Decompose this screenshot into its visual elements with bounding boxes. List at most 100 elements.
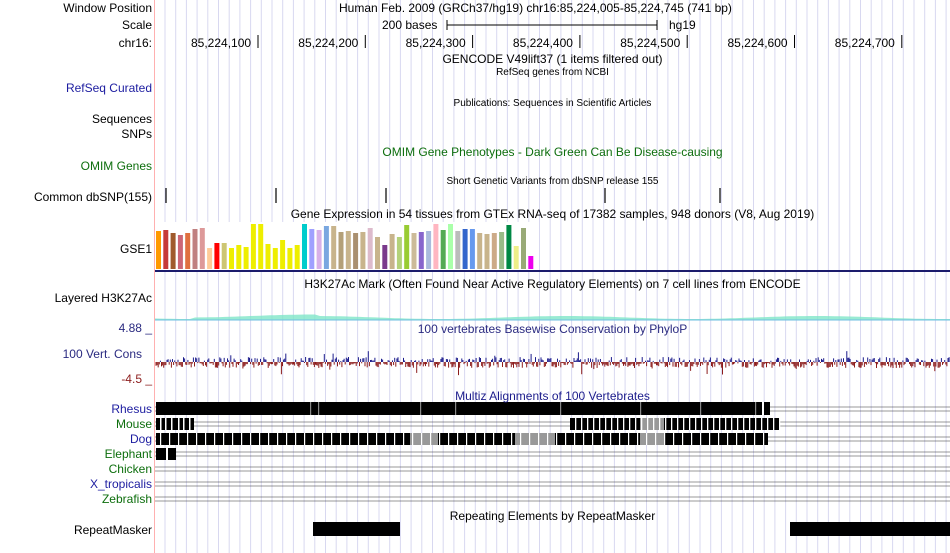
gtex-bar [411,233,417,269]
species-label[interactable]: Rhesus [111,402,152,416]
alignment-gap [268,433,270,445]
alignment-gap [520,433,522,445]
mouse-alignment [156,418,194,430]
species-label[interactable]: X_tropicalis [89,477,152,491]
repeat-element [313,522,400,536]
species-label[interactable]: Chicken [108,462,152,476]
mouse-alignment [570,418,780,430]
alignment-gap [727,433,729,445]
gtex-bar [287,248,293,269]
alignment-gap [565,433,567,445]
gtex-gene-label[interactable]: GSE1 [119,242,152,256]
alignment-gap [322,433,324,445]
gtex-bar [375,237,380,269]
refseq-curated-label[interactable]: RefSeq Curated [65,81,152,95]
alignment-gap [767,418,769,430]
alignment-gap [448,433,450,445]
alignment-gap [367,433,369,445]
alignment-gap [457,433,459,445]
sequences-label[interactable]: Sequences [91,112,152,126]
alignment-gap [700,433,702,445]
alignment-gap [610,433,612,445]
alignment-gap [701,418,703,430]
publications-title[interactable]: Publications: Sequences in Scientific Ar… [453,98,652,109]
omim-title[interactable]: OMIM Gene Phenotypes - Dark Green Can Be… [382,145,723,159]
alignment-gap [665,418,667,430]
species-label[interactable]: Dog [129,432,152,446]
alignment-gap [358,433,360,445]
gtex-bar [367,228,373,269]
conservation-wiggle [155,351,950,376]
guide-lines [164,0,947,553]
alignment-gap [205,433,207,445]
h3k27ac-area [155,314,950,320]
alignment-gap [655,433,657,445]
alignment-gap [736,433,738,445]
alignment-gap [547,433,549,445]
gtex-bar [316,230,322,269]
alignment-gap [599,418,601,430]
alignment-gap [779,418,781,430]
alignment-gap [611,418,613,430]
species-label[interactable]: Zebrafish [101,492,152,506]
alignment-gap [640,433,664,445]
alignment-gap [410,433,438,445]
ruler-tick-label: 85,224,400 [512,36,573,50]
gtex-bar [499,232,505,269]
alignment-gap [250,433,252,445]
alignment-gap [169,433,171,445]
alignment-gap [171,418,173,430]
dbsnp-title[interactable]: Short Genetic Variants from dbSNP releas… [446,176,659,187]
alignment-gap [412,433,414,445]
alignment-gap [713,418,715,430]
omim-genes-label[interactable]: OMIM Genes [80,159,152,173]
gtex-bar [404,225,410,269]
alignment-gap [403,433,405,445]
repeatmasker-title[interactable]: Repeating Elements by RepeatMasker [449,509,656,523]
snps-label[interactable]: SNPs [121,127,152,141]
gtex-bar [156,231,161,269]
h3k27ac-signal [155,314,950,321]
conservation-label[interactable]: 100 Vert. Cons [62,347,142,361]
h3k27ac-title[interactable]: H3K27Ac Mark (Often Found Near Active Re… [304,277,801,291]
alignment-gap [695,418,697,430]
gencode-title[interactable]: GENCODE V49lift37 (1 items filtered out) [442,52,663,66]
dbsnp-label[interactable]: Common dbSNP(155) [33,190,152,204]
gtex-title[interactable]: Gene Expression in 54 tissues from GTEx … [290,207,815,221]
alignment-gap [635,418,637,430]
gtex-bar [236,245,242,269]
alignment-gap [313,433,315,445]
alignment-gap [575,418,577,430]
alignment-gap [331,433,333,445]
alignment-gap [619,433,621,445]
alignment-gap [493,433,495,445]
alignment-gap [376,433,378,445]
gtex-bar [528,256,534,269]
alignment-gap [160,433,162,445]
alignment-gap [628,433,630,445]
gtex-bar [323,226,329,269]
species-label[interactable]: Elephant [104,447,152,461]
repeatmasker-label[interactable]: RepeatMasker [73,523,152,537]
alignment-gap [560,402,562,415]
gtex-bar [448,224,453,269]
alignment-gap [773,418,775,430]
alignment-gap [318,402,320,415]
gtex-bar [484,234,490,269]
alignment-gap [755,402,757,415]
alignment-gap [420,402,422,415]
conservation-title[interactable]: 100 vertebrates Basewise Conservation by… [417,322,688,336]
alignment-gap [581,418,583,430]
multiz-title[interactable]: Multiz Alignments of 100 Vertebrates [455,389,650,403]
alignment-gap [484,433,486,445]
alignment-gap [187,433,189,445]
ruler-tick-label: 85,224,500 [620,36,681,50]
h3k27ac-label[interactable]: Layered H3K27Ac [54,291,152,305]
label-column-divider [154,0,155,553]
alignment-gap [165,418,167,430]
species-label[interactable]: Mouse [115,417,152,431]
gtex-bar [462,229,468,269]
alignment-gap [673,433,675,445]
alignment-gap [617,418,619,430]
gtex-bar [170,233,176,269]
